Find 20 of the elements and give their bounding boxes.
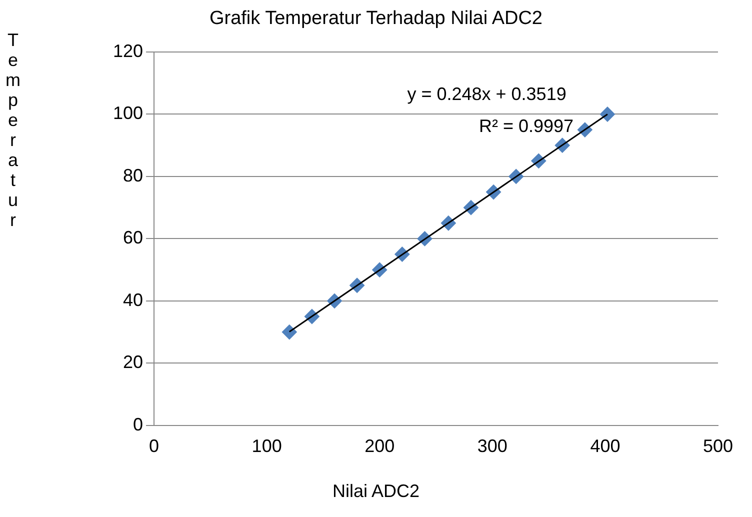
y-tick-label: 0 bbox=[133, 414, 144, 434]
y-axis-title: Temperatur bbox=[3, 30, 23, 230]
y-tick-label: 40 bbox=[123, 290, 144, 310]
annotation: R² = 0.9997 bbox=[478, 116, 574, 136]
x-tick-label: 100 bbox=[252, 436, 282, 456]
x-tick-label: 400 bbox=[590, 436, 620, 456]
y-tick-label: 60 bbox=[123, 228, 144, 248]
annotation: y = 0.248x + 0.3519 bbox=[407, 84, 566, 104]
point bbox=[600, 106, 615, 122]
x-axis-title: Nilai ADC2 bbox=[331, 481, 421, 502]
x-tick-label: 0 bbox=[149, 436, 160, 456]
x-tick-label: 200 bbox=[364, 436, 395, 456]
x-tick-label: 500 bbox=[702, 436, 734, 456]
x-tick-label: 300 bbox=[477, 436, 508, 456]
y-tick-label: 100 bbox=[112, 103, 144, 124]
point bbox=[282, 324, 297, 340]
y-tick-label: 80 bbox=[123, 165, 144, 186]
y-tick-label: 20 bbox=[123, 352, 144, 372]
chart-title: Grafik Temperatur Terhadap Nilai ADC2 bbox=[208, 8, 544, 30]
y-tick-label: 120 bbox=[112, 40, 144, 61]
